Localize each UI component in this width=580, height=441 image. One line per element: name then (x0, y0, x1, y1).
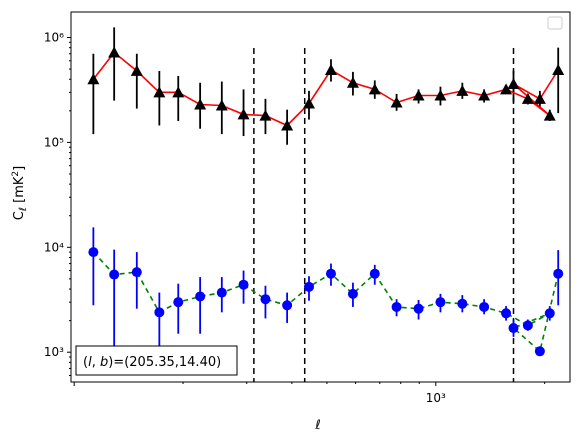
data-point-0-21 (543, 109, 556, 121)
data-point-0-7 (237, 108, 250, 120)
annotation-text: (l, b)=(205.35,14.40) (83, 355, 221, 370)
data-point-0-3 (153, 86, 166, 98)
x-tick-label-0: 10³ (426, 391, 446, 405)
data-point-0-20 (521, 92, 534, 104)
data-point-1-15 (413, 303, 424, 314)
data-point-1-11 (325, 268, 336, 279)
data-point-0-0 (87, 73, 100, 85)
data-point-0-17 (456, 84, 469, 96)
plot-area (87, 27, 565, 382)
data-point-0-2 (130, 64, 143, 76)
data-point-0-12 (346, 76, 359, 88)
data-point-1-2 (131, 267, 142, 278)
data-point-0-4 (172, 86, 185, 98)
data-point-0-23 (533, 92, 546, 104)
data-point-0-8 (259, 109, 272, 121)
data-point-0-5 (194, 98, 207, 110)
data-point-1-3 (154, 307, 165, 318)
data-point-0-14 (390, 96, 403, 108)
data-point-0-1 (108, 46, 121, 58)
y-tick-label-2: 10⁵ (44, 135, 64, 149)
data-point-1-24 (553, 268, 564, 279)
axes: 10³ 10⁴ 10⁵ 10⁶ 10³ (44, 11, 571, 405)
data-point-1-21 (544, 308, 555, 319)
data-point-0-24 (552, 63, 565, 75)
series-1 (88, 227, 564, 357)
y-tick-label-1: 10⁴ (44, 240, 64, 254)
data-point-0-18 (478, 89, 491, 101)
series-line-0 (92, 51, 559, 127)
data-point-1-19 (501, 308, 512, 319)
series-0 (87, 27, 565, 145)
data-point-1-10 (303, 281, 314, 292)
legend-box (547, 16, 563, 30)
data-point-1-22 (508, 323, 519, 334)
data-point-1-1 (109, 269, 120, 280)
data-point-1-5 (195, 291, 206, 302)
y-axis-label: Cℓ [mK2] (11, 166, 29, 220)
data-point-0-11 (324, 63, 337, 75)
data-point-0-13 (368, 83, 381, 95)
data-point-1-4 (173, 297, 184, 308)
y-tick-label-3: 10⁶ (44, 30, 64, 44)
data-point-0-15 (412, 89, 425, 101)
data-point-1-16 (435, 297, 446, 308)
data-point-1-12 (347, 288, 358, 299)
data-point-1-7 (238, 279, 249, 290)
annotation-box: (l, b)=(205.35,14.40) (75, 345, 238, 376)
data-point-1-14 (391, 301, 402, 312)
data-point-0-19 (500, 83, 513, 95)
y-tick-label-0: 10³ (44, 345, 64, 359)
data-point-1-18 (479, 301, 490, 312)
data-point-1-9 (282, 300, 293, 311)
data-point-1-0 (88, 247, 99, 258)
data-point-1-23 (534, 346, 545, 357)
data-point-1-20 (522, 320, 533, 331)
data-point-0-6 (215, 99, 228, 111)
data-point-0-9 (281, 119, 294, 131)
data-point-1-17 (457, 298, 468, 309)
plot-frame (70, 11, 571, 383)
data-point-1-6 (216, 287, 227, 298)
data-point-1-13 (369, 268, 380, 279)
data-point-0-16 (434, 89, 447, 101)
series-line-1 (92, 251, 559, 353)
data-point-0-22 (507, 78, 520, 90)
data-point-0-10 (302, 97, 315, 109)
data-point-1-8 (260, 294, 271, 305)
x-axis-label: ℓ (314, 418, 320, 433)
